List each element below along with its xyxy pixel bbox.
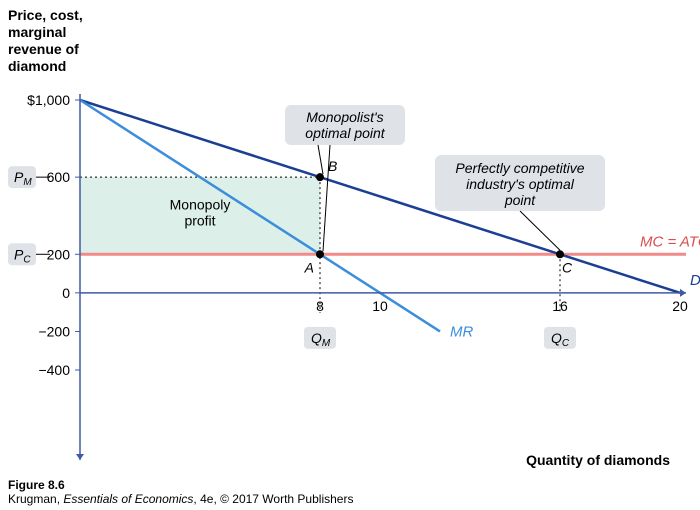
figure-number: Figure 8.6 bbox=[8, 478, 65, 492]
figure-caption: Figure 8.6 Krugman, Essentials of Econom… bbox=[8, 478, 353, 506]
mc-label: MC = ATC bbox=[640, 233, 700, 250]
svg-text:Perfectly competitive: Perfectly competitive bbox=[455, 160, 584, 176]
monopoly-chart: −400−2000200600$1,0008101620PMPCQMQCABCD… bbox=[0, 0, 700, 510]
y-tick: 0 bbox=[62, 285, 70, 301]
x-axis-title: Quantity of diamonds bbox=[526, 452, 670, 468]
mr-label: MR bbox=[450, 323, 473, 340]
x-tick: 16 bbox=[552, 298, 568, 314]
y-axis-title: diamond bbox=[8, 58, 66, 74]
profit-label: profit bbox=[184, 213, 215, 229]
svg-text:Monopolist's: Monopolist's bbox=[306, 109, 383, 125]
y-tick: −400 bbox=[38, 362, 70, 378]
y-tick: $1,000 bbox=[27, 92, 70, 108]
y-axis-title: marginal bbox=[8, 24, 66, 40]
x-tick: 8 bbox=[316, 298, 324, 314]
svg-text:C: C bbox=[562, 259, 573, 275]
x-tick: 20 bbox=[672, 298, 688, 314]
y-axis-title: revenue of bbox=[8, 41, 79, 57]
svg-text:industry's optimal: industry's optimal bbox=[466, 176, 575, 192]
svg-text:optimal point: optimal point bbox=[305, 125, 385, 141]
y-tick: 200 bbox=[47, 246, 71, 262]
svg-text:A: A bbox=[304, 259, 314, 275]
figure-source: Krugman, Essentials of Economics, 4e, © … bbox=[8, 492, 353, 506]
x-tick: 10 bbox=[372, 298, 388, 314]
y-axis-title: Price, cost, bbox=[8, 7, 83, 23]
point-C bbox=[556, 250, 564, 258]
profit-label: Monopoly bbox=[170, 197, 231, 213]
demand-label: D bbox=[690, 272, 700, 289]
point-B bbox=[316, 173, 324, 181]
svg-text:point: point bbox=[504, 192, 536, 208]
y-tick: 600 bbox=[47, 169, 71, 185]
point-A bbox=[316, 250, 324, 258]
y-tick: −200 bbox=[38, 323, 70, 339]
